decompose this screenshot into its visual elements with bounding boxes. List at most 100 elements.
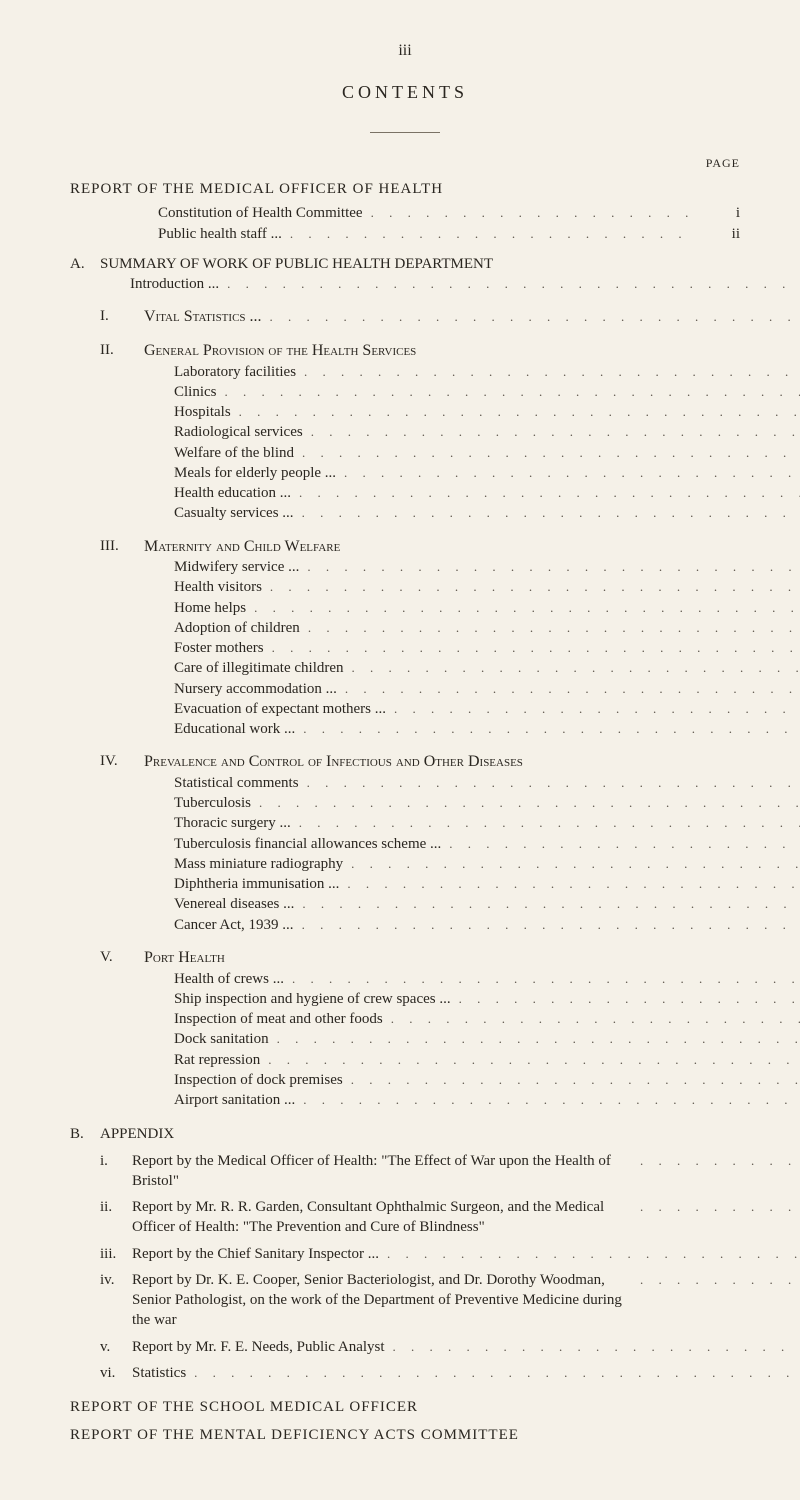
toc-row: Meals for elderly people ...8: [174, 463, 800, 483]
leader-dots: [291, 484, 800, 502]
toc-row: Inspection of dock premises20: [174, 1070, 800, 1090]
leader-dots: [363, 204, 692, 222]
section-b: B. APPENDIX: [70, 1124, 740, 1144]
toc-label: Constitution of Health Committee: [158, 203, 363, 223]
footer-report-2: REPORT OF THE MENTAL DEFICIENCY ACTS COM…: [70, 1425, 740, 1445]
appendix-body: Report by Mr. R. R. Garden, Consultant O…: [132, 1197, 800, 1238]
subsection-i: I. Vital Statistics ... 1: [70, 306, 740, 328]
toc-row: Radiological services8: [174, 422, 800, 442]
subsection-title: Port Health: [144, 947, 800, 969]
toc-row: Thoracic surgery ...14: [174, 813, 800, 833]
leader-dots: [246, 599, 800, 617]
toc-row: Foster mothers11: [174, 638, 800, 658]
appendix-body: Statistics53: [132, 1363, 800, 1383]
toc-row: Care of illegitimate children11: [174, 658, 800, 678]
toc-label: Airport sanitation ...: [174, 1090, 295, 1110]
toc-label: Foster mothers: [174, 638, 264, 658]
section-a: A. SUMMARY OF WORK OF PUBLIC HEALTH DEPA…: [70, 254, 740, 295]
toc-label: Public health staff ...: [158, 224, 282, 244]
toc-label: Inspection of meat and other foods: [174, 1009, 383, 1029]
toc-row: Midwifery service ...10: [174, 557, 800, 577]
appendix-num: iii.: [100, 1244, 132, 1264]
toc-row: Dock sanitation19: [174, 1029, 800, 1049]
toc-row: Welfare of the blind8: [174, 443, 800, 463]
leader-dots: [336, 464, 800, 482]
report-heading: REPORT OF THE MEDICAL OFFICER OF HEALTH: [70, 179, 740, 199]
subsection-v: V. Port Health Health of crews ...19Ship…: [70, 947, 740, 1110]
divider: [370, 132, 440, 133]
appendix-text: Report by Mr. F. E. Needs, Public Analys…: [132, 1337, 385, 1357]
leader-dots: [294, 895, 800, 913]
toc-label: Diphtheria immunisation ...: [174, 874, 339, 894]
toc-label: Educational work ...: [174, 719, 295, 739]
toc-page: i: [692, 203, 740, 223]
leader-dots: [299, 774, 800, 792]
leader-dots: [251, 794, 800, 812]
appendix-num: vi.: [100, 1363, 132, 1383]
toc-row: Statistical comments13: [174, 773, 800, 793]
leader-dots: [217, 383, 800, 401]
roman-numeral: IV.: [100, 751, 144, 935]
toc-label: Health of crews ...: [174, 969, 284, 989]
subsection-title: General Provision of the Health Services: [144, 340, 800, 362]
appendix-num: ii.: [100, 1197, 132, 1238]
toc-row: Public health staff ... ii: [158, 224, 740, 244]
toc-label: Laboratory facilities: [174, 362, 296, 382]
appendix-list: i.Report by the Medical Officer of Healt…: [70, 1151, 740, 1384]
subsection-body: Maternity and Child Welfare Midwifery se…: [144, 536, 800, 740]
toc-row: Inspection of meat and other foods19: [174, 1009, 800, 1029]
toc-label: Welfare of the blind: [174, 443, 294, 463]
toc-row: Constitution of Health Committee i: [158, 203, 740, 223]
appendix-body: Report by Mr. F. E. Needs, Public Analys…: [132, 1337, 800, 1357]
appendix-num: iv.: [100, 1270, 132, 1331]
leader-dots: [294, 916, 800, 934]
appendix-row: ii.Report by Mr. R. R. Garden, Consultan…: [100, 1197, 740, 1238]
leader-dots: [344, 659, 800, 677]
leader-dots: [231, 403, 800, 421]
page-label: PAGE: [70, 155, 740, 171]
leader-dots: [269, 1030, 800, 1048]
section-a-body: SUMMARY OF WORK OF PUBLIC HEALTH DEPARTM…: [100, 254, 800, 295]
leader-dots: [262, 578, 800, 596]
roman-numeral: III.: [100, 536, 144, 740]
toc-label: Ship inspection and hygiene of crew spac…: [174, 989, 451, 1009]
page-number: iii: [70, 40, 740, 62]
toc-label: Hospitals: [174, 402, 231, 422]
toc-row: Airport sanitation ...21: [174, 1090, 800, 1110]
item-list: Laboratory facilities3Clinics3Hospitals3…: [144, 362, 800, 524]
toc-label: Tuberculosis: [174, 793, 251, 813]
section-letter: A.: [70, 254, 100, 295]
appendix-row: vi.Statistics53: [100, 1363, 740, 1383]
subsection-iv: IV. Prevalence and Control of Infectious…: [70, 751, 740, 935]
leader-dots: [451, 990, 800, 1008]
appendix-text: Report by the Chief Sanitary Inspector .…: [132, 1244, 379, 1264]
toc-label: Rat repression: [174, 1050, 260, 1070]
leader-dots: [303, 423, 800, 441]
leader-dots: [264, 639, 800, 657]
leader-dots: [299, 558, 800, 576]
toc-row: Rat repression20: [174, 1050, 800, 1070]
leader-dots: [441, 835, 800, 853]
footer-report-1: REPORT OF THE SCHOOL MEDICAL OFFICER: [70, 1397, 740, 1417]
toc-row: Tuberculosis financial allowances scheme…: [174, 834, 800, 854]
toc-row: Diphtheria immunisation ...16: [174, 874, 800, 894]
appendix-body: Report by Dr. K. E. Cooper, Senior Bacte…: [132, 1270, 800, 1331]
appendix-body: Report by the Chief Sanitary Inspector .…: [132, 1244, 800, 1264]
toc-label: Evacuation of expectant mothers ...: [174, 699, 386, 719]
toc-row: Clinics3: [174, 382, 800, 402]
toc-row: Tuberculosis13: [174, 793, 800, 813]
toc-page: ii: [692, 224, 740, 244]
subsection-body: General Provision of the Health Services…: [144, 340, 800, 524]
toc-label: Home helps: [174, 598, 246, 618]
item-list: Statistical comments13Tuberculosis13Thor…: [144, 773, 800, 935]
appendix-row: iv.Report by Dr. K. E. Cooper, Senior Ba…: [100, 1270, 740, 1331]
leader-dots: [294, 504, 800, 522]
intro-block: Constitution of Health Committee i Publi…: [70, 203, 740, 244]
leader-dots: [337, 680, 800, 698]
subsection-iii: III. Maternity and Child Welfare Midwife…: [70, 536, 740, 740]
section-a-heading: SUMMARY OF WORK OF PUBLIC HEALTH DEPARTM…: [100, 254, 800, 274]
leader-dots: [282, 225, 692, 243]
leader-dots: [295, 720, 800, 738]
subsection-body: Port Health Health of crews ...19Ship in…: [144, 947, 800, 1110]
toc-label: Dock sanitation: [174, 1029, 269, 1049]
